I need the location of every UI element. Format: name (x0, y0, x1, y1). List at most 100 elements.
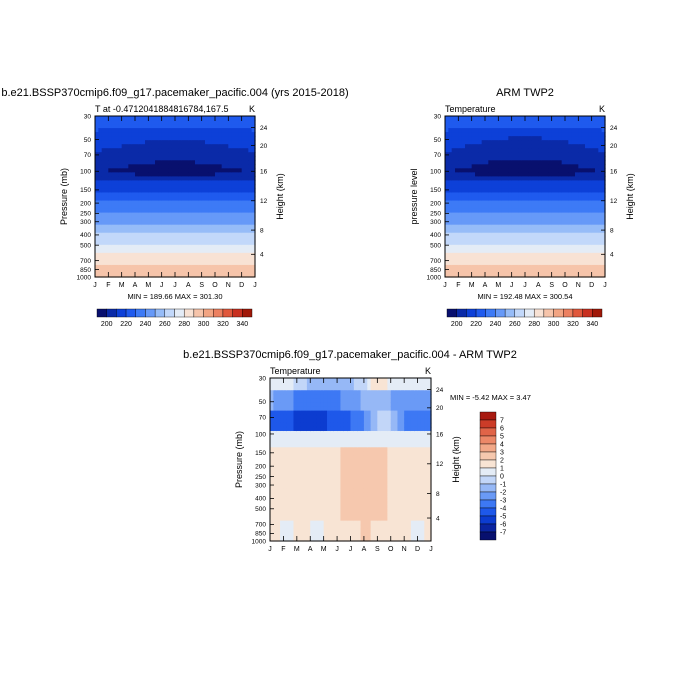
field-cell (471, 144, 476, 149)
field-cell (175, 260, 179, 266)
field-cell (551, 256, 556, 262)
field-cell (521, 164, 526, 169)
field-cell (293, 532, 298, 538)
field-cell (108, 140, 113, 145)
field-cell (571, 248, 576, 254)
field-cell (191, 228, 196, 234)
field-cell (181, 152, 186, 157)
field-cell (343, 418, 348, 424)
field-cell (128, 116, 133, 121)
field-cell (105, 140, 109, 145)
field-cell (511, 200, 516, 206)
field-cell (548, 240, 553, 246)
field-cell (565, 156, 569, 161)
field-cell (303, 402, 308, 408)
field-cell (300, 386, 305, 391)
field-cell (286, 467, 291, 473)
field-cell (545, 216, 549, 222)
field-cell (101, 172, 106, 177)
field-cell (165, 132, 169, 137)
field-cell (598, 256, 603, 262)
field-cell (145, 220, 149, 226)
field-cell (531, 164, 536, 169)
field-cell (125, 248, 129, 254)
field-cell (488, 196, 493, 202)
field-cell (283, 459, 288, 465)
field-cell (451, 192, 456, 198)
field-cell (525, 272, 529, 278)
field-cell (501, 196, 506, 202)
colorbar-swatch (446, 308, 457, 318)
field-cell (238, 268, 243, 274)
field-cell (125, 180, 129, 186)
field-cell (588, 136, 593, 141)
field-cell (568, 224, 573, 230)
field-cell (511, 152, 516, 157)
field-cell (525, 144, 529, 149)
field-cell (568, 260, 573, 266)
field-cell (225, 148, 229, 153)
field-cell (111, 196, 116, 202)
field-cell (327, 488, 331, 493)
field-cell (316, 512, 321, 518)
field-cell (161, 244, 166, 250)
field-cell (215, 244, 219, 250)
field-cell (171, 200, 176, 206)
field-cell (201, 180, 206, 186)
colorbar-label: 220 (470, 321, 482, 328)
field-cell (148, 264, 153, 270)
field-cell (131, 252, 136, 258)
field-cell (231, 124, 236, 129)
field-cell (303, 410, 308, 416)
field-cell (303, 536, 308, 542)
field-cell (245, 272, 249, 278)
field-cell (115, 200, 119, 206)
field-cell (158, 168, 163, 173)
field-cell (211, 248, 216, 254)
field-cell (221, 116, 226, 121)
field-cell (485, 200, 489, 206)
field-cell (235, 164, 239, 169)
field-cell (585, 136, 589, 141)
field-cell (198, 116, 203, 121)
field-cell (565, 220, 569, 226)
field-cell (118, 192, 123, 198)
field-cell (535, 116, 539, 121)
field-cell (521, 144, 526, 149)
field-cell (273, 455, 278, 461)
field-cell (270, 516, 274, 522)
field-cell (161, 120, 166, 125)
field-cell (208, 156, 213, 161)
field-cell (105, 168, 109, 173)
field-cell (168, 124, 173, 129)
field-cell (131, 172, 136, 177)
field-cell (283, 443, 288, 448)
field-cell (238, 120, 243, 125)
field-cell (521, 228, 526, 234)
field-cell (471, 228, 476, 234)
field-cell (135, 208, 139, 214)
field-cell (290, 451, 295, 457)
field-cell (108, 220, 113, 226)
field-cell (525, 240, 529, 246)
field-cell (337, 492, 342, 497)
field-cell (448, 192, 453, 198)
field-cell (601, 200, 606, 206)
field-cell (228, 116, 233, 121)
field-cell (280, 414, 285, 420)
field-cell (535, 264, 539, 270)
field-cell (290, 488, 295, 493)
field-cell (251, 272, 256, 278)
field-cell (185, 212, 189, 218)
field-cell (303, 406, 308, 412)
field-cell (571, 224, 576, 230)
field-cell (138, 252, 143, 258)
field-cell (521, 152, 526, 157)
field-cell (468, 192, 473, 198)
field-cell (518, 232, 523, 238)
field-cell (245, 220, 249, 226)
field-cell (138, 256, 143, 262)
field-cell (568, 264, 573, 270)
field-cell (323, 406, 328, 412)
field-cell (101, 200, 106, 206)
